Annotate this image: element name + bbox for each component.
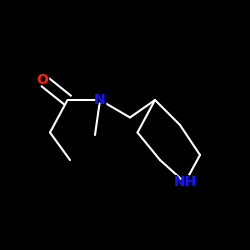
Text: O: O xyxy=(36,73,48,87)
Text: N: N xyxy=(94,93,106,107)
Text: O: O xyxy=(36,71,50,89)
Text: NH: NH xyxy=(171,174,199,192)
Text: N: N xyxy=(93,91,107,109)
Text: NH: NH xyxy=(174,176,197,190)
